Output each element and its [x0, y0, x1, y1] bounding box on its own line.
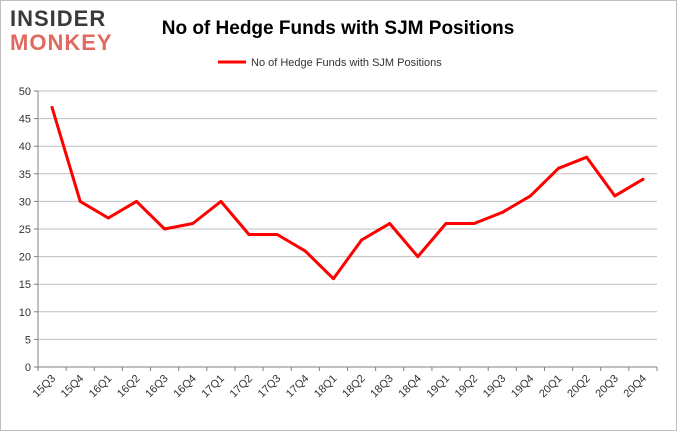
y-tick-label: 10 [19, 307, 31, 319]
x-tick-label: 16Q1 [87, 373, 115, 401]
data-point [472, 221, 476, 225]
data-point [500, 210, 504, 214]
data-point [360, 238, 364, 242]
data-point [163, 227, 167, 231]
logo: INSIDER MONKEY [10, 6, 113, 55]
y-tick-label: 0 [25, 362, 31, 374]
data-point [106, 216, 110, 220]
data-point [416, 255, 420, 259]
x-tick-label: 19Q3 [481, 373, 509, 401]
y-tick-label: 50 [19, 86, 31, 98]
y-tick-label: 15 [19, 279, 31, 291]
x-tick-label: 17Q1 [199, 373, 227, 401]
x-tick-label: 16Q2 [115, 373, 143, 401]
data-point [388, 221, 392, 225]
y-axis: 0 5 10 15 20 25 30 35 40 45 50 [19, 86, 39, 374]
y-tick-label: 5 [25, 334, 31, 346]
x-tick-label: 19Q4 [509, 373, 537, 401]
chart-title: No of Hedge Funds with SJM Positions [162, 18, 515, 39]
y-tick-label: 40 [19, 141, 31, 153]
y-tick-label: 25 [19, 224, 31, 236]
data-point [247, 233, 251, 237]
legend-label: No of Hedge Funds with SJM Positions [251, 57, 442, 69]
x-tick-label: 17Q4 [284, 373, 312, 401]
x-tick-label: 18Q2 [340, 373, 368, 401]
y-tick-label: 30 [19, 196, 31, 208]
data-point [528, 194, 532, 198]
x-tick-label: 20Q4 [622, 373, 650, 401]
data-point [78, 199, 82, 203]
x-tick-label: 17Q2 [228, 373, 256, 401]
data-point [219, 199, 223, 203]
x-tick-label: 19Q1 [425, 373, 453, 401]
gridlines [38, 90, 657, 368]
logo-text-top: INSIDER [10, 6, 106, 31]
data-point [557, 166, 561, 170]
legend: No of Hedge Funds with SJM Positions [218, 57, 442, 69]
x-tick-label: 18Q3 [368, 373, 396, 401]
x-tick-label: 16Q3 [143, 373, 171, 401]
data-point [134, 199, 138, 203]
data-point [444, 221, 448, 225]
logo-text-bottom: MONKEY [10, 30, 113, 55]
x-tick-label: 20Q3 [593, 373, 621, 401]
y-tick-label: 35 [19, 169, 31, 181]
x-tick-label: 15Q3 [31, 373, 59, 401]
x-tick-label: 18Q1 [312, 373, 340, 401]
y-tick-label: 45 [19, 114, 31, 126]
x-tick-label: 20Q1 [537, 373, 565, 401]
x-tick-label: 16Q4 [171, 373, 199, 401]
x-axis: 15Q3 15Q4 16Q1 16Q2 16Q3 16Q4 17Q1 17Q2 17Q3 17Q4… [31, 366, 658, 401]
data-point [275, 233, 279, 237]
data-point [613, 194, 617, 198]
data-point [585, 155, 589, 159]
data-point [331, 277, 335, 281]
data-point [303, 249, 307, 253]
x-tick-label: 15Q4 [59, 373, 87, 401]
x-tick-label: 17Q3 [256, 373, 284, 401]
data-point [641, 177, 645, 181]
x-tick-label: 19Q2 [453, 373, 481, 401]
x-tick-label: 20Q2 [565, 373, 593, 401]
x-tick-label: 18Q4 [396, 373, 424, 401]
data-point [191, 221, 195, 225]
y-tick-label: 20 [19, 252, 31, 264]
data-point [50, 106, 54, 110]
series-group [50, 106, 645, 281]
series-line-0 [50, 106, 645, 281]
